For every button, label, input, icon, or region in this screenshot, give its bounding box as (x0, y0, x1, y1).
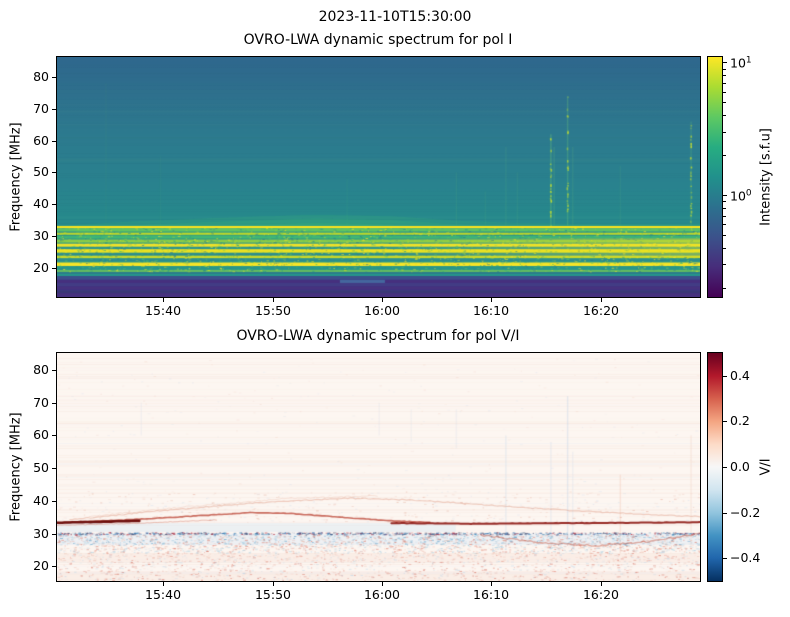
colorbar-tick-label: 0.2 (730, 413, 750, 429)
y-tick-mark (52, 566, 56, 568)
pol-i-spectrogram (57, 57, 700, 297)
pol-vi-axes-frame (56, 352, 701, 582)
x-tick-mark (600, 298, 602, 302)
y-tick-label: 70 (33, 394, 49, 410)
colorbar-tick-label: −0.4 (730, 550, 761, 566)
pol-i-colorbar (708, 57, 722, 297)
y-tick-mark (52, 204, 56, 206)
y-tick-label: 20 (33, 558, 49, 574)
colorbar-minor-tick-mark (723, 155, 726, 157)
colorbar-minor-tick-mark (723, 75, 726, 77)
pol-i-axes-frame (56, 56, 701, 298)
colorbar-minor-tick-mark (723, 115, 726, 117)
x-tick-label: 15:50 (254, 303, 291, 318)
y-tick-mark (52, 435, 56, 437)
colorbar-minor-tick-mark (723, 247, 726, 249)
colorbar-tick-mark (723, 467, 727, 468)
colorbar-minor-tick-mark (723, 91, 726, 93)
colorbar-minor-tick-mark (723, 102, 726, 104)
figure-suptitle: 2023-11-10T15:30:00 (318, 9, 472, 25)
x-tick-mark (163, 298, 165, 302)
y-tick-label: 40 (33, 492, 49, 508)
x-tick-mark (491, 298, 493, 302)
colorbar-minor-tick-mark (723, 68, 726, 70)
colorbar-minor-tick-mark (723, 264, 726, 266)
x-tick-mark (491, 582, 493, 586)
y-tick-label: 80 (33, 69, 49, 85)
y-tick-mark (52, 108, 56, 110)
x-tick-label: 16:00 (363, 587, 400, 602)
pol-i-colorbar-label: Intensity [s.f.u] (758, 128, 774, 226)
colorbar-tick-label: 100 (730, 188, 752, 204)
pol-i-ylabel: Frequency [MHz] (8, 122, 24, 232)
colorbar-minor-tick-mark (723, 83, 726, 84)
y-tick-label: 40 (33, 196, 49, 212)
colorbar-tick-mark (723, 375, 727, 377)
x-tick-label: 16:00 (363, 303, 400, 318)
y-tick-mark (52, 235, 56, 237)
pol-i-colorbar-frame (707, 56, 723, 298)
y-tick-mark (52, 370, 56, 371)
x-tick-label: 15:50 (254, 587, 291, 602)
x-tick-label: 16:20 (582, 587, 619, 602)
y-tick-label: 50 (33, 164, 49, 180)
y-tick-mark (52, 533, 56, 535)
y-tick-label: 50 (33, 460, 49, 476)
pol-vi-ylabel: Frequency [MHz] (8, 412, 24, 522)
colorbar-tick-mark (723, 512, 727, 514)
pol-vi-colorbar-frame (707, 352, 723, 582)
colorbar-tick-mark (723, 195, 727, 196)
y-tick-label: 60 (33, 132, 49, 148)
colorbar-tick-label: −0.2 (730, 504, 761, 520)
colorbar-minor-tick-mark (723, 287, 726, 289)
colorbar-minor-tick-mark (723, 224, 726, 226)
y-tick-mark (52, 500, 56, 502)
y-tick-label: 30 (33, 227, 49, 243)
x-tick-mark (600, 582, 602, 586)
colorbar-tick-mark (723, 558, 727, 560)
y-tick-mark (52, 267, 56, 269)
pol-vi-spectrogram (57, 353, 700, 581)
x-tick-label: 15:40 (145, 303, 182, 318)
x-tick-mark (381, 298, 383, 302)
y-tick-mark (52, 468, 56, 470)
pol-vi-colorbar-label: V/I (758, 458, 774, 476)
x-tick-label: 16:10 (473, 587, 510, 602)
colorbar-tick-label: 0.4 (730, 367, 750, 383)
colorbar-minor-tick-mark (723, 215, 726, 217)
y-tick-mark (52, 402, 56, 404)
x-tick-mark (163, 582, 165, 586)
y-tick-label: 60 (33, 427, 49, 443)
colorbar-minor-tick-mark (723, 201, 726, 203)
pol-vi-colorbar (708, 353, 722, 581)
y-tick-mark (52, 77, 56, 79)
y-tick-mark (52, 140, 56, 142)
pol-vi-title: OVRO-LWA dynamic spectrum for pol V/I (236, 328, 520, 344)
colorbar-minor-tick-mark (723, 234, 726, 236)
x-tick-mark (272, 582, 274, 586)
y-tick-label: 30 (33, 525, 49, 541)
y-tick-label: 80 (33, 362, 49, 377)
x-tick-label: 15:40 (145, 587, 182, 602)
colorbar-tick-mark (723, 421, 727, 423)
colorbar-tick-label: 101 (730, 55, 752, 72)
x-tick-mark (381, 582, 383, 586)
colorbar-minor-tick-mark (723, 207, 726, 209)
colorbar-tick-label: 0.0 (730, 459, 750, 474)
y-tick-label: 70 (33, 100, 49, 116)
x-tick-mark (272, 298, 274, 302)
pol-i-title: OVRO-LWA dynamic spectrum for pol I (243, 32, 513, 48)
colorbar-tick-mark (723, 62, 727, 64)
x-tick-label: 16:10 (473, 303, 510, 318)
y-tick-mark (52, 172, 56, 174)
colorbar-minor-tick-mark (723, 131, 726, 133)
x-tick-label: 16:20 (582, 303, 619, 318)
y-tick-label: 20 (33, 259, 49, 275)
